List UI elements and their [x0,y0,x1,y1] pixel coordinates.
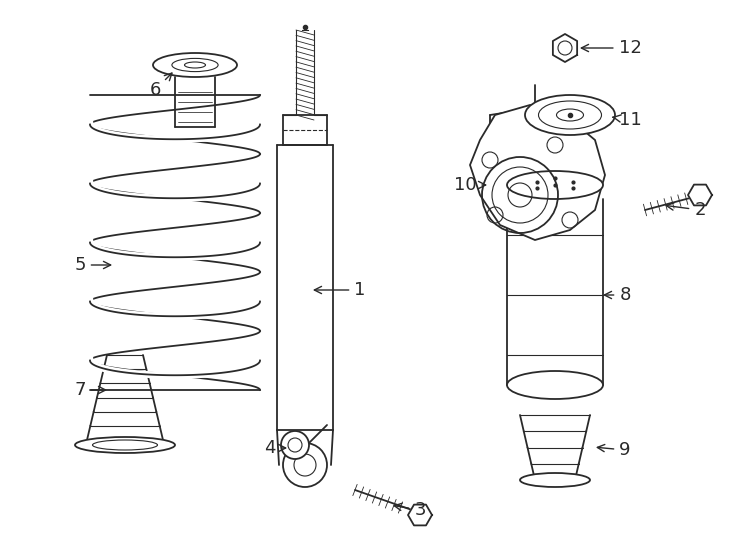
Ellipse shape [153,53,237,77]
Polygon shape [688,185,712,205]
Text: 2: 2 [666,201,706,219]
Ellipse shape [507,171,603,199]
Circle shape [281,431,309,459]
Text: 12: 12 [581,39,642,57]
Text: 8: 8 [604,286,631,304]
Ellipse shape [75,437,175,453]
Ellipse shape [507,371,603,399]
Text: 4: 4 [264,439,286,457]
Text: 10: 10 [454,176,486,194]
Text: 11: 11 [613,111,642,129]
Ellipse shape [520,473,590,487]
Text: 7: 7 [74,381,106,399]
Text: 1: 1 [314,281,366,299]
Polygon shape [408,504,432,525]
Text: 5: 5 [74,256,111,274]
Text: 6: 6 [149,73,172,99]
Ellipse shape [525,95,615,135]
Text: 9: 9 [597,441,631,459]
Text: 3: 3 [394,501,426,519]
Polygon shape [470,105,605,240]
